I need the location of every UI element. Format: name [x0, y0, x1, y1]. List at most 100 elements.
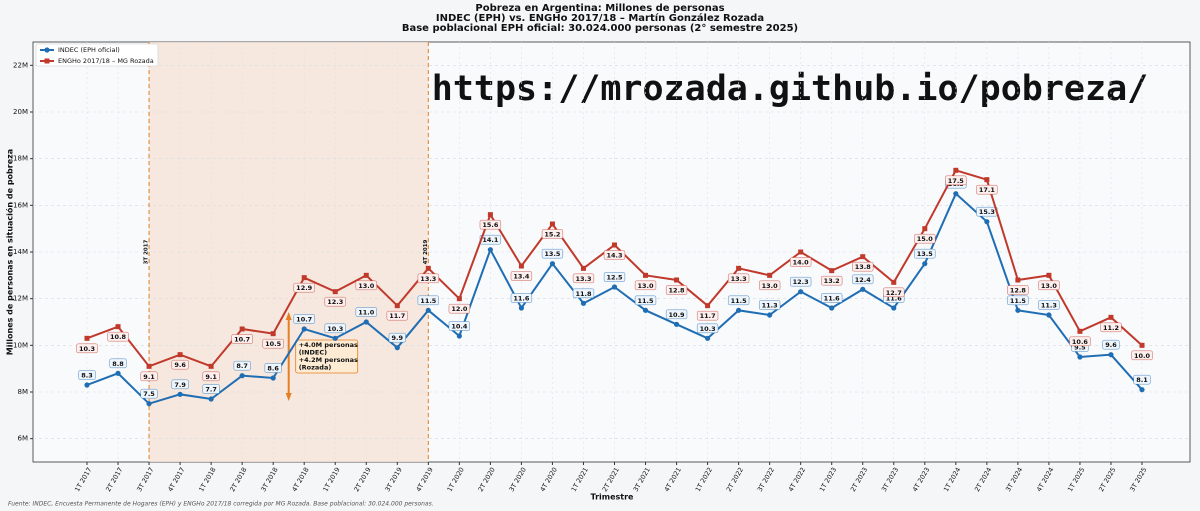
- marker: [456, 296, 462, 302]
- marker: [270, 375, 276, 381]
- y-tick-label: 14M: [13, 248, 28, 256]
- marker: [736, 265, 742, 271]
- data-label-box: [1038, 280, 1060, 291]
- marker: [332, 335, 338, 341]
- data-label: 14.0: [793, 259, 810, 267]
- data-label-box: [852, 274, 874, 285]
- data-label-box: [479, 219, 501, 230]
- data-label-box: [696, 323, 719, 334]
- legend-label: ENGHo 2017/18 – MG Rozada: [58, 57, 154, 65]
- data-label-box: [107, 331, 129, 342]
- data-label: 11.6: [886, 295, 903, 303]
- data-label: 13.3: [731, 275, 747, 283]
- data-label: 10.7: [234, 336, 250, 344]
- legend-marker: [44, 58, 50, 64]
- data-label: 10.8: [110, 333, 127, 341]
- data-label: 9.6: [174, 361, 186, 369]
- data-label-box: [572, 273, 595, 284]
- marker: [1046, 312, 1052, 318]
- chart-title: Pobreza en Argentina: Millones de person…: [475, 3, 724, 14]
- source-note: Fuente: INDEC, Encuesta Permanente de Ho…: [8, 501, 434, 508]
- marker: [643, 272, 649, 278]
- y-tick-label: 16M: [13, 201, 28, 209]
- data-label-box: [728, 295, 750, 306]
- data-label: 9.1: [205, 373, 217, 381]
- marker: [704, 335, 711, 341]
- y-tick-label: 6M: [18, 435, 29, 443]
- y-tick-label: 22M: [13, 61, 28, 69]
- data-label-box: [759, 280, 781, 291]
- data-label-box: [78, 370, 96, 380]
- marker: [84, 335, 90, 341]
- data-label-box: [355, 307, 377, 317]
- marker: [332, 289, 338, 295]
- period-label: 4T 2019: [423, 239, 429, 264]
- data-label-box: [293, 282, 315, 293]
- marker: [456, 333, 462, 339]
- data-label-box: [914, 233, 936, 244]
- data-label-box: [572, 288, 595, 299]
- marker: [301, 326, 307, 332]
- marker: [425, 265, 431, 271]
- data-label: 12.8: [1010, 287, 1027, 295]
- marker: [736, 307, 742, 313]
- chart-subtitle: Base poblacional EPH oficial: 30.024.000…: [402, 23, 798, 34]
- data-label-box: [541, 248, 564, 259]
- data-label-box: [479, 234, 501, 245]
- marker: [1108, 314, 1114, 320]
- data-label-box: [759, 300, 781, 310]
- marker: [1046, 272, 1052, 278]
- marker: [208, 396, 214, 402]
- data-label-box: [1007, 285, 1029, 295]
- marker: [798, 289, 804, 295]
- data-label: 9.6: [1105, 341, 1117, 349]
- data-label-box: [386, 310, 408, 321]
- data-label: 13.0: [358, 282, 375, 290]
- y-tick-label: 10M: [13, 341, 28, 349]
- marker: [1015, 307, 1021, 313]
- data-label: 10.0: [1134, 352, 1151, 360]
- data-label: 8.7: [236, 362, 248, 370]
- data-label-box: [883, 287, 905, 298]
- marker: [1015, 277, 1021, 283]
- data-label: 11.0: [358, 309, 375, 317]
- annotation-text: (Rozada): [299, 364, 332, 372]
- marker: [518, 263, 524, 269]
- marker: [953, 167, 959, 173]
- marker: [115, 324, 121, 330]
- data-label-box: [171, 359, 189, 370]
- marker: [208, 363, 214, 369]
- marker: [767, 312, 773, 318]
- annotation-text: (INDEC): [299, 349, 327, 357]
- data-label-box: [202, 384, 220, 394]
- y-tick-label: 8M: [18, 388, 29, 396]
- data-label: 11.3: [1041, 302, 1057, 310]
- marker: [798, 249, 804, 255]
- data-label: 10.5: [265, 340, 282, 348]
- data-label: 13.4: [513, 273, 530, 281]
- data-label-box: [696, 310, 719, 321]
- marker: [518, 305, 525, 311]
- marker: [829, 268, 835, 274]
- marker: [1108, 352, 1114, 358]
- data-label-box: [728, 273, 750, 284]
- data-label: 11.3: [762, 302, 778, 310]
- x-axis-label: Trimestre: [591, 493, 635, 502]
- data-label-box: [233, 360, 251, 371]
- data-label: 12.4: [855, 276, 872, 284]
- data-label: 13.0: [638, 282, 655, 290]
- data-label: 10.4: [451, 323, 468, 331]
- data-label-box: [76, 343, 98, 354]
- marker: [1077, 328, 1083, 334]
- data-label-box: [448, 303, 470, 314]
- data-label-box: [324, 296, 346, 307]
- data-label-box: [231, 334, 253, 344]
- marker: [270, 331, 276, 337]
- data-label: 15.2: [544, 231, 560, 239]
- marker: [363, 272, 369, 278]
- data-label-box: [417, 273, 439, 284]
- data-label: 11.2: [1103, 324, 1119, 332]
- marker: [860, 254, 866, 260]
- data-label-box: [109, 358, 127, 369]
